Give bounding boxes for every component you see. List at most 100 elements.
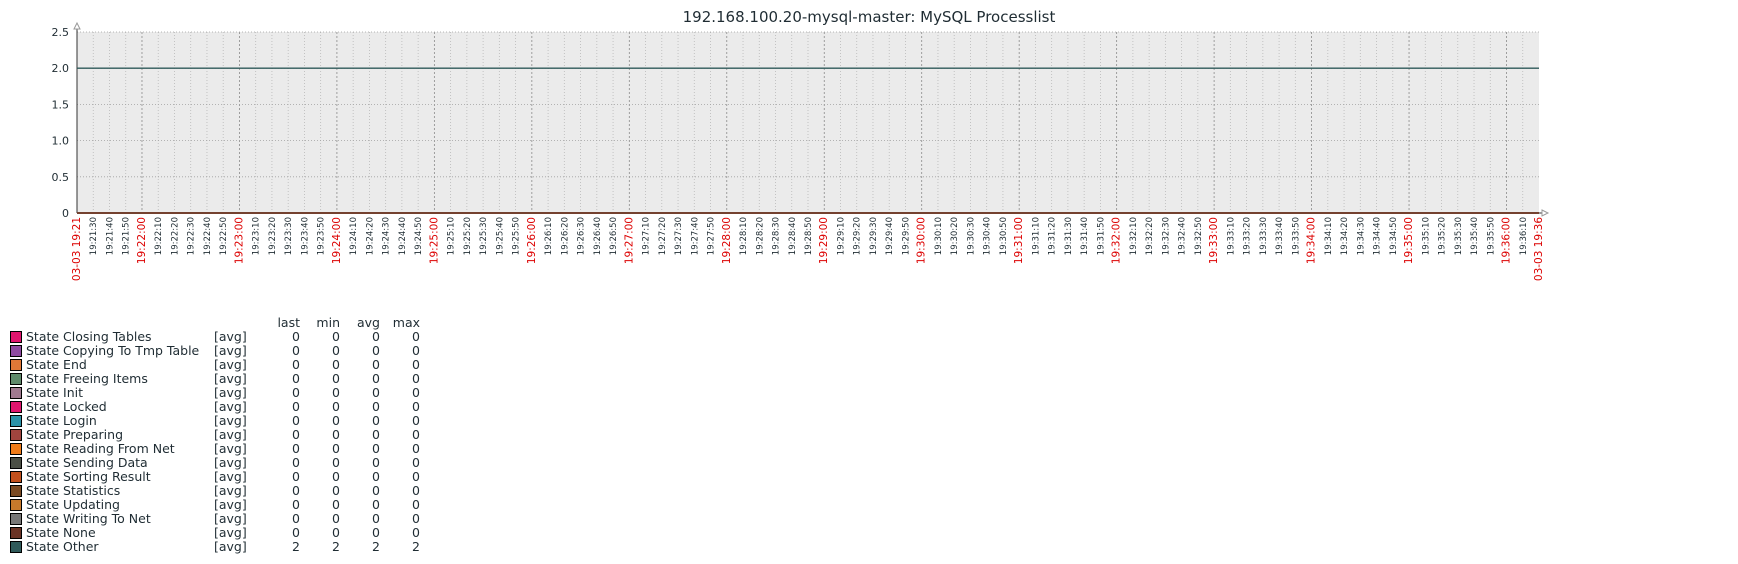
legend-value-max: 0 [412, 483, 420, 498]
legend-value-max: 0 [412, 455, 420, 470]
legend-value-min: 0 [332, 427, 340, 442]
legend-row: State Init [avg] 0 0 0 0 [10, 386, 420, 400]
legend-swatch [10, 442, 22, 455]
x-tick-label: 19:32:20 [1145, 217, 1155, 255]
legend-value-avg: 0 [372, 469, 380, 484]
legend-series-name: State Other [26, 539, 99, 554]
legend-row: State Statistics [avg] 0 0 0 0 [10, 484, 420, 498]
x-tick-label: 19:31:30 [1064, 217, 1074, 255]
legend-header-max: max [392, 315, 420, 330]
legend-value-min: 0 [332, 385, 340, 400]
legend-series-name: State End [26, 357, 87, 372]
legend-value-min: 0 [332, 441, 340, 456]
x-tick-label: 19:32:50 [1194, 217, 1204, 255]
chart-plot: 2.5 2.0 1.5 1.0 0.5 003-03 19:21 19:21:30 19:21… [52, 21, 1550, 281]
legend-swatch [10, 330, 22, 343]
x-tick-label: 19:22:00 [136, 217, 148, 264]
legend-value-max: 0 [412, 427, 420, 442]
x-tick-label: 19:30:20 [950, 217, 960, 255]
legend-swatch [10, 470, 22, 483]
y-tick-label: 2.0 [52, 62, 70, 75]
legend-value-avg: 0 [372, 357, 380, 372]
legend-value-min: 0 [332, 413, 340, 428]
legend-value-avg: 0 [372, 483, 380, 498]
legend-swatch [10, 512, 22, 525]
x-tick-label: 19:23:10 [252, 217, 262, 255]
x-tick-label: 19:32:40 [1178, 217, 1188, 255]
legend-series-name: State Writing To Net [26, 511, 151, 526]
x-tick-label: 19:27:40 [690, 217, 700, 255]
x-tick-label: 19:33:10 [1226, 217, 1236, 255]
legend-value-avg: 0 [372, 329, 380, 344]
legend-header-row: last min avg max [10, 316, 420, 330]
legend-series-function: [avg] [214, 511, 247, 526]
x-tick-label: 19:28:30 [772, 217, 782, 255]
legend-series-name: State Preparing [26, 427, 123, 442]
legend-value-avg: 0 [372, 413, 380, 428]
legend-value-last: 0 [292, 511, 300, 526]
x-tick-label: 19:31:40 [1080, 217, 1090, 255]
legend-series-name: State Init [26, 385, 84, 400]
x-tick-label: 19:33:50 [1291, 217, 1301, 255]
legend-series-function: [avg] [214, 483, 247, 498]
y-tick-label: 0 [62, 207, 69, 220]
legend-value-last: 0 [292, 469, 300, 484]
legend-series-function: [avg] [214, 357, 247, 372]
x-tick-label: 19:21:30 [89, 217, 99, 255]
legend-value-last: 0 [292, 343, 300, 358]
x-tick-label: 19:30:40 [983, 217, 993, 255]
legend-series-name: State Closing Tables [26, 329, 152, 344]
legend-value-avg: 2 [372, 539, 380, 554]
x-tick-label: 19:35:10 [1421, 217, 1431, 255]
legend-swatch [10, 498, 22, 511]
legend-row: State Sending Data [avg] 0 0 0 0 [10, 456, 420, 470]
x-tick-label: 19:31:20 [1048, 217, 1058, 255]
legend-value-max: 2 [412, 539, 420, 554]
legend-series-name: State Locked [26, 399, 107, 414]
x-tick-label: 19:25:50 [512, 217, 522, 255]
x-tick-label: 03-03 19:36 [1533, 217, 1545, 281]
legend-series-name: State Reading From Net [26, 441, 175, 456]
legend-swatch [10, 372, 22, 385]
legend-series-function: [avg] [214, 469, 247, 484]
legend-series-name: State None [26, 525, 96, 540]
legend-swatch [10, 414, 22, 427]
x-tick-label: 19:24:30 [382, 217, 392, 255]
y-tick-label: 1.0 [52, 135, 70, 148]
x-tick-label: 19:22:50 [219, 217, 229, 255]
x-tick-label: 19:23:30 [284, 217, 294, 255]
x-tick-label: 19:22:30 [187, 217, 197, 255]
x-tick-label: 19:25:20 [463, 217, 473, 255]
legend-series-name: State Statistics [26, 483, 121, 498]
legend-series-function: [avg] [214, 371, 247, 386]
x-tick-label: 19:26:40 [593, 217, 603, 255]
legend-value-last: 0 [292, 455, 300, 470]
x-tick-label: 19:28:20 [755, 217, 765, 255]
x-tick-label: 19:30:50 [999, 217, 1009, 255]
legend-value-max: 0 [412, 329, 420, 344]
x-tick-label: 19:25:10 [447, 217, 457, 255]
legend-header-last: last [277, 315, 300, 330]
legend-swatch [10, 358, 22, 371]
legend-swatch [10, 456, 22, 469]
legend-value-max: 0 [412, 511, 420, 526]
legend-value-max: 0 [412, 525, 420, 540]
legend-row: State Preparing [avg] 0 0 0 0 [10, 428, 420, 442]
legend-value-min: 2 [332, 539, 340, 554]
legend-series-function: [avg] [214, 399, 247, 414]
y-axis-arrow [73, 21, 81, 30]
legend-value-last: 0 [292, 427, 300, 442]
x-tick-label: 19:34:40 [1373, 217, 1383, 255]
x-tick-label: 19:35:50 [1486, 217, 1496, 255]
legend-value-min: 0 [332, 329, 340, 344]
legend-series-function: [avg] [214, 539, 247, 554]
x-tick-label: 19:32:10 [1129, 217, 1139, 255]
x-tick-label: 19:31:10 [1031, 217, 1041, 255]
x-tick-label: 19:24:00 [331, 217, 343, 264]
x-tick-label: 19:21:50 [122, 217, 132, 255]
legend-swatch [10, 526, 22, 539]
x-tick-label: 19:29:50 [901, 217, 911, 255]
x-tick-label: 19:26:30 [577, 217, 587, 255]
x-tick-label: 19:24:10 [349, 217, 359, 255]
x-tick-label: 19:23:40 [300, 217, 310, 255]
